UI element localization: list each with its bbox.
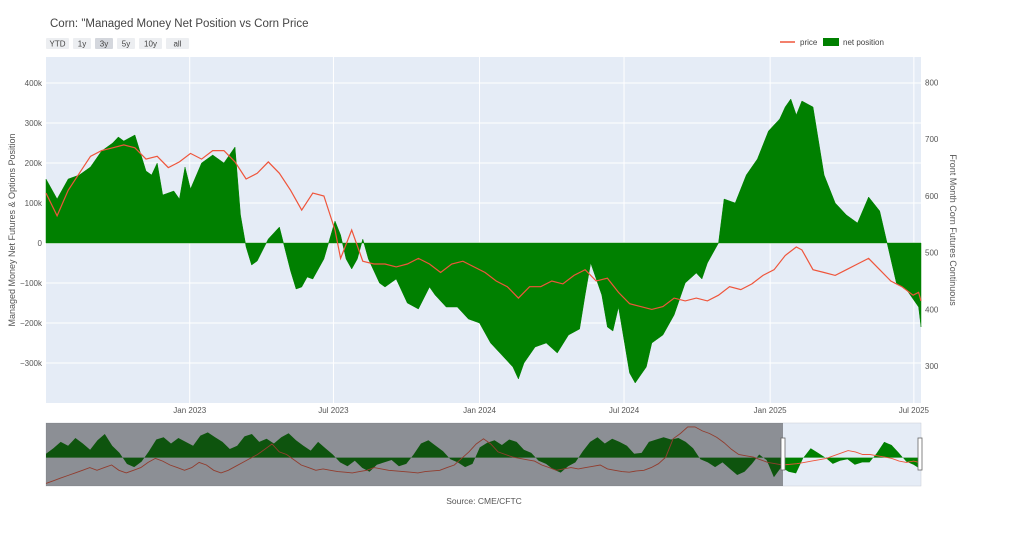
x-tick-label: Jan 2023 (173, 406, 206, 415)
right-tick-label: 800 (925, 79, 939, 88)
right-tick-label: 500 (925, 249, 939, 258)
left-tick-label: −300k (20, 359, 43, 368)
range-button-all[interactable]: all (166, 38, 189, 49)
legend-price-label[interactable]: price (800, 38, 818, 47)
right-tick-label: 400 (925, 305, 939, 314)
legend: price net position (780, 38, 884, 47)
price-line (45, 144, 922, 311)
range-button-3y[interactable]: 3y (95, 38, 113, 49)
range-button-label: 3y (100, 40, 108, 49)
range-slider-left-handle[interactable] (780, 437, 786, 471)
left-tick-label: 100k (25, 199, 43, 208)
left-tick-label: 300k (25, 119, 43, 128)
left-axis-title: Managed Money Net Futures & Options Posi… (7, 133, 17, 326)
x-tick-label: Jul 2024 (609, 406, 640, 415)
x-tick-label: Jul 2025 (899, 406, 930, 415)
left-tick-label: −100k (20, 279, 43, 288)
left-tick-label: −200k (20, 319, 43, 328)
legend-net-position-label[interactable]: net position (843, 38, 884, 47)
range-slider-mask (46, 423, 783, 486)
range-button-bg (95, 38, 113, 49)
range-button-bg (166, 38, 189, 49)
range-slider[interactable] (45, 422, 923, 487)
x-tick-label: Jan 2025 (754, 406, 787, 415)
range-button-bg (73, 38, 91, 49)
range-button-label: all (173, 40, 181, 49)
left-tick-label: 0 (38, 239, 43, 248)
chart-title: Corn: "Managed Money Net Position vs Cor… (50, 18, 308, 30)
range-button-10y[interactable]: 10y (139, 38, 162, 49)
range-button-1y[interactable]: 1y (73, 38, 91, 49)
right-axis: 300 400 500 600 700 800 (925, 79, 939, 372)
net-position-series (45, 98, 922, 384)
range-slider-price-line (45, 426, 922, 484)
x-tick-label: Jul 2023 (318, 406, 349, 415)
left-tick-label: 400k (25, 79, 43, 88)
range-button-5y[interactable]: 5y (117, 38, 135, 49)
net-position-area (45, 98, 922, 384)
x-axis: Jan 2023 Jul 2023 Jan 2024 Jul 2024 Jan 2025… (173, 406, 929, 415)
range-slider-right-handle[interactable] (917, 437, 923, 471)
range-button-label: YTD (50, 40, 66, 49)
range-button-label: 5y (122, 40, 130, 49)
source-note: Source: CME/CFTC (446, 496, 522, 506)
right-tick-label: 700 (925, 135, 939, 144)
range-button-bg (117, 38, 135, 49)
right-tick-label: 600 (925, 192, 939, 201)
range-selector: YTD 1y 3y 5y 10y all (46, 38, 189, 49)
right-axis-title: Front Month Corn Futures Continuous (948, 154, 958, 306)
left-tick-label: 200k (25, 159, 43, 168)
range-button-label: 1y (78, 40, 86, 49)
legend-net-position-swatch (823, 38, 839, 46)
range-button-bg (139, 38, 162, 49)
price-series (45, 144, 922, 311)
range-button-ytd[interactable]: YTD (46, 38, 69, 49)
x-tick-label: Jan 2024 (463, 406, 496, 415)
range-button-label: 10y (144, 40, 157, 49)
range-slider-overview (45, 426, 922, 484)
range-slider-net-position-area (46, 432, 921, 478)
right-tick-label: 300 (925, 362, 939, 371)
range-button-bg (46, 38, 69, 49)
left-axis: −300k −200k −100k 0 100k 200k 300k 400k (20, 79, 43, 368)
